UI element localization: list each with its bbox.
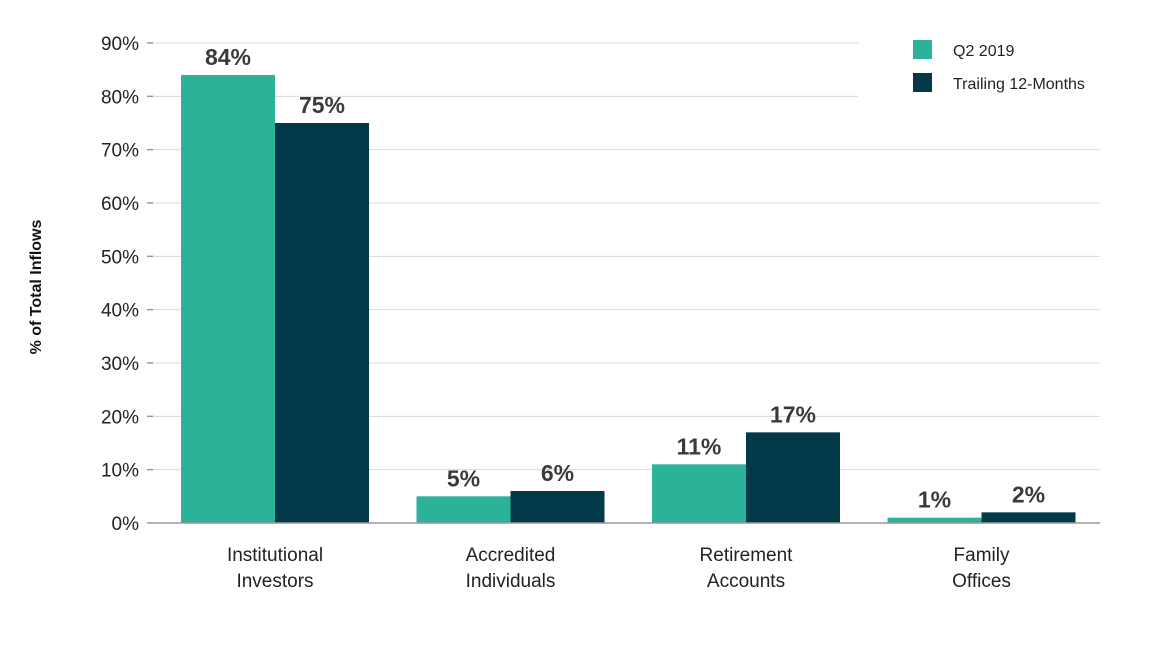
y-tick-label: 20% [101,407,139,428]
data-label: 11% [677,433,722,459]
data-label: 6% [541,460,574,486]
legend-label: Q2 2019 [953,43,1014,60]
legend: Q2 2019 Trailing 12-Months [913,40,1085,93]
y-tick-label: 10% [101,461,139,482]
data-label: 75% [299,92,345,118]
bar-trailing-12-months [510,491,605,523]
bar-trailing-12-months [981,512,1076,523]
category-label: Retirement Accounts [700,545,794,592]
data-label: 2% [1012,481,1045,507]
legend-swatch [913,40,932,59]
category-label: Family Offices [952,545,1011,592]
y-tick-label: 60% [101,194,139,215]
bar-q2-2019 [652,464,746,523]
legend-label: Trailing 12-Months [953,76,1085,93]
y-tick-label: 90% [101,34,139,55]
x-axis-categories: Institutional Investors Accredited Individu… [227,545,1011,592]
bar-trailing-12-months [746,432,840,523]
bar-q2-2019 [416,496,511,523]
y-tick-label: 80% [101,87,139,108]
y-axis-title: % of Total Inflows [28,220,45,355]
bar-q2-2019 [181,75,275,523]
bars [181,75,1076,523]
bar-trailing-12-months [275,123,369,523]
data-label: 1% [918,487,951,513]
data-label: 17% [770,401,816,427]
data-label: 84% [205,44,251,70]
category-label: Institutional Investors [227,545,323,592]
y-tick-label: 40% [101,301,139,322]
y-tick-label: 50% [101,247,139,268]
y-axis-ticks: 0% 10% 20% 30% 40% 50% 60% 70% 80% 90% [101,34,153,535]
legend-swatch [913,73,932,92]
category-label: Accredited Individuals [466,545,556,592]
y-tick-label: 0% [112,514,140,535]
data-labels: 84% 75% 5% 6% 11% 17% 1% 2% [205,44,1045,513]
y-tick-label: 70% [101,141,139,162]
data-label: 5% [447,465,480,491]
y-tick-label: 30% [101,354,139,375]
bar-q2-2019 [887,517,982,523]
